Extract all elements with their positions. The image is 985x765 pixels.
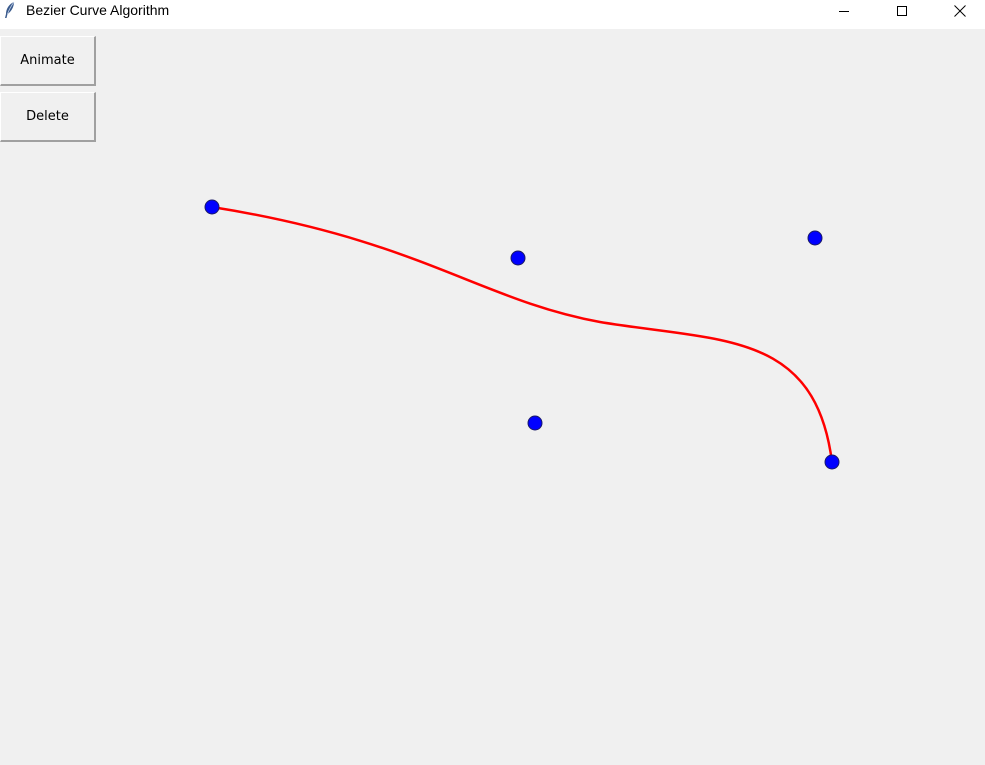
animate-button[interactable]: Animate	[0, 36, 96, 86]
control-point-1[interactable]	[204, 199, 220, 215]
delete-button[interactable]: Delete	[0, 92, 96, 142]
bezier-curve	[210, 205, 834, 464]
control-point-4[interactable]	[527, 415, 543, 431]
title-bar[interactable]: Bezier Curve Algorithm	[0, 0, 985, 29]
maximize-icon	[897, 6, 907, 16]
close-button[interactable]	[937, 0, 983, 22]
control-point-3[interactable]	[807, 230, 823, 246]
minimize-icon	[839, 11, 849, 12]
close-icon	[954, 5, 966, 17]
control-point-2[interactable]	[510, 250, 526, 266]
control-point-5[interactable]	[824, 454, 840, 470]
minimize-button[interactable]	[821, 0, 867, 22]
maximize-button[interactable]	[879, 0, 925, 22]
feather-icon	[5, 1, 15, 18]
window-title: Bezier Curve Algorithm	[26, 2, 170, 18]
